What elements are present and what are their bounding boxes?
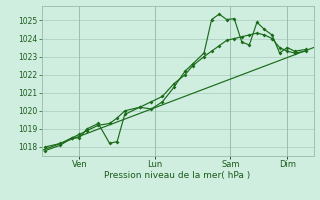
- X-axis label: Pression niveau de la mer( hPa ): Pression niveau de la mer( hPa ): [104, 171, 251, 180]
